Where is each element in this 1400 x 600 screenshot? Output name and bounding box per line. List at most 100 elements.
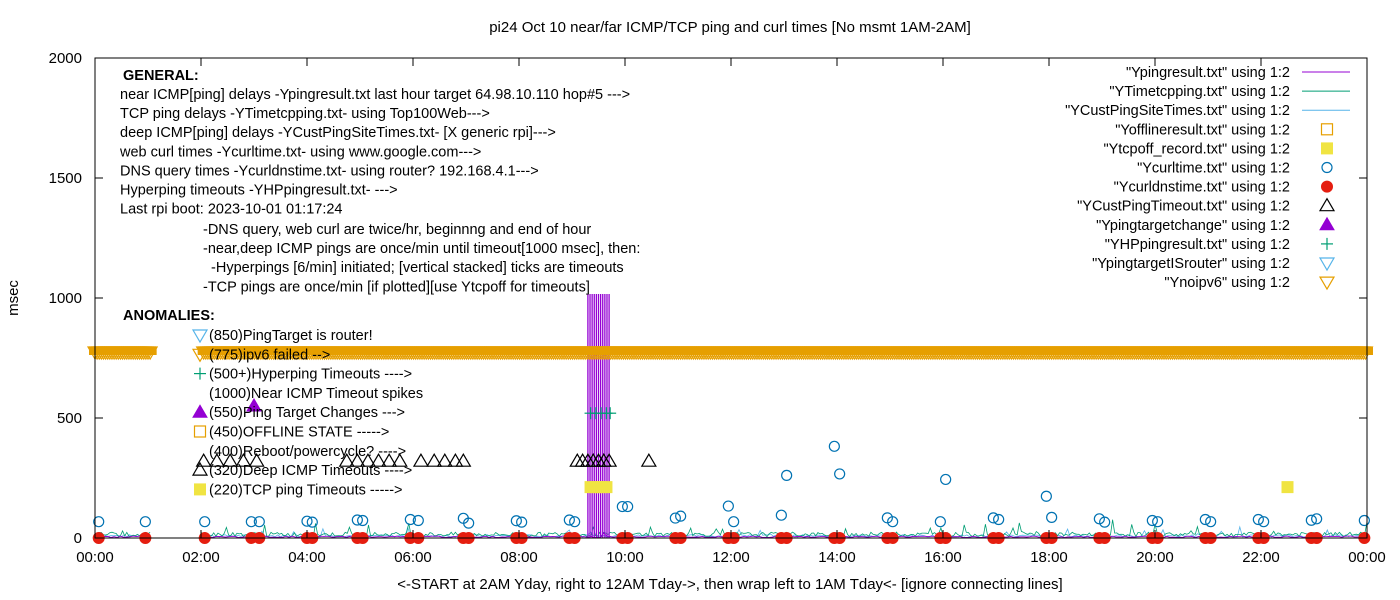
data-point (828, 440, 840, 452)
general-line: near ICMP[ping] delays -Ypingresult.txt … (120, 87, 630, 103)
data-point (1311, 513, 1323, 525)
annotation-layer: GENERAL: near ICMP[ping] delays -Ypingres… (119, 68, 640, 498)
data-point (235, 453, 252, 467)
general-line: deep ICMP[ping] delays -YCustPingSiteTim… (120, 125, 556, 141)
data-point (253, 516, 265, 528)
general-note: -TCP pings are once/min [if plotted][use… (203, 279, 590, 295)
legend-entry-label: "YCustPingSiteTimes.txt" using 1:2 (1065, 103, 1290, 119)
data-point (675, 510, 687, 522)
legend-entry-label: "YTimetcpping.txt" using 1:2 (1109, 84, 1290, 100)
data-point (1252, 513, 1264, 526)
anomalies-heading: ANOMALIES: (123, 308, 215, 324)
data-point (306, 516, 318, 528)
x-tick-label: 06:00 (394, 549, 432, 566)
legend-marker-sample (1318, 197, 1336, 212)
data-point (728, 516, 740, 528)
data-point (887, 516, 899, 528)
anomaly-label: (500+)Hyperping Timeouts ----> (209, 367, 412, 383)
general-note: -DNS query, web curl are twice/hr, begin… (203, 222, 591, 238)
data-point (1258, 516, 1270, 528)
anomaly-label: (1000)Near ICMP Timeout spikes (209, 386, 423, 402)
data-point (1046, 511, 1058, 523)
data-point (412, 514, 424, 527)
y-tick-label: 1000 (49, 290, 82, 307)
data-point (404, 513, 416, 526)
legend-marker-sample (1321, 161, 1333, 174)
general-line: Last rpi boot: 2023-10-01 01:17:24 (120, 202, 343, 218)
data-point (199, 516, 211, 528)
data-point (1040, 490, 1052, 502)
legend-entry-label: "Ypingtargetchange" using 1:2 (1096, 218, 1290, 234)
data-point (248, 453, 265, 467)
anomaly-label: (220)TCP ping Timeouts -----> (209, 482, 403, 498)
legend-entry-label: "Ycurltime.txt" using 1:2 (1137, 161, 1290, 177)
data-point (338, 453, 355, 467)
legend-marker-sample (1319, 216, 1335, 231)
anomaly-label: (550)Ping Target Changes ---> (209, 405, 405, 421)
general-note: -near,deep ICMP pings are once/min until… (203, 241, 640, 257)
general-heading: GENERAL: (123, 68, 199, 84)
x-axis-label: <-START at 2AM Yday, right to 12AM Tday-… (397, 576, 1062, 593)
x-tick-label: 12:00 (712, 549, 750, 566)
x-tick-label: 14:00 (818, 549, 856, 566)
data-point (563, 514, 575, 526)
data-point (301, 515, 313, 527)
data-point (93, 516, 105, 528)
legend-marker-sample (1318, 257, 1336, 272)
y-axis-label: msec (5, 280, 22, 316)
axis-ticks: 00:00 02:00 04:00 06:00 08:00 10:00 12:00 14:00… (49, 50, 1386, 566)
legend-marker-sample (1318, 276, 1336, 291)
x-tick-label: 00:00 (76, 549, 114, 566)
data-point (993, 513, 1005, 526)
x-tick-label: 16:00 (924, 549, 962, 566)
data-point (357, 514, 369, 527)
data-point (601, 453, 618, 467)
y-tick-label: 1500 (49, 170, 82, 187)
legend-marker-sample (1321, 237, 1333, 250)
data-point (381, 453, 398, 467)
x-tick-label: 18:00 (1030, 549, 1068, 566)
legend-marker-sample (1321, 180, 1333, 193)
legend-entry-label: "YHPpingresult.txt" using 1:2 (1105, 237, 1290, 253)
chart-title: pi24 Oct 10 near/far ICMP/TCP ping and c… (489, 19, 971, 36)
data-point (447, 453, 464, 467)
anomaly-marker (191, 329, 209, 344)
legend-entry-label: "YpingtargetISrouter" using 1:2 (1092, 256, 1290, 272)
data-point (1205, 516, 1217, 528)
y-tick-label: 2000 (49, 50, 82, 67)
data-point (987, 512, 999, 524)
anomaly-label: (400)Reboot/powercycle? ----> (209, 444, 406, 460)
data-point (463, 517, 475, 529)
x-tick-label: 08:00 (500, 549, 538, 566)
data-point (1199, 513, 1211, 526)
general-line: web curl times -Ycurltime.txt- using www… (119, 144, 481, 160)
general-note: -Hyperpings [6/min] initiated; [vertical… (203, 260, 624, 276)
x-tick-label: 20:00 (1136, 549, 1174, 566)
legend-entry-label: "Yofflineresult.txt" using 1:2 (1115, 122, 1290, 138)
data-point (781, 469, 793, 481)
data-point (934, 516, 946, 528)
x-tick-label: 22:00 (1242, 549, 1280, 566)
data-point (349, 453, 366, 467)
data-point (1099, 516, 1111, 528)
data-point (351, 514, 363, 526)
data-point (722, 500, 734, 512)
data-point (222, 453, 239, 467)
y-tick-label: 500 (57, 410, 82, 427)
legend-entry-label: "YCustPingTimeout.txt" using 1:2 (1077, 199, 1290, 215)
data-point (426, 453, 443, 467)
legend: "Ypingresult.txt" using 1:2 "YTimetcpping… (1065, 65, 1350, 291)
data-point (1305, 514, 1317, 526)
data-point (604, 407, 617, 420)
data-point (1152, 516, 1164, 528)
data-point (775, 509, 787, 521)
data-point (834, 468, 846, 480)
legend-marker-sample (1320, 123, 1334, 136)
anomaly-marker (191, 461, 209, 476)
anomaly-label: (775)ipv6 failed --> (209, 347, 330, 363)
data-point (245, 516, 257, 528)
data-point (622, 500, 634, 513)
legend-entry-label: "Ynoipv6" using 1:2 (1164, 275, 1290, 291)
general-line: Hyperping timeouts -YHPpingresult.txt- -… (120, 183, 398, 199)
